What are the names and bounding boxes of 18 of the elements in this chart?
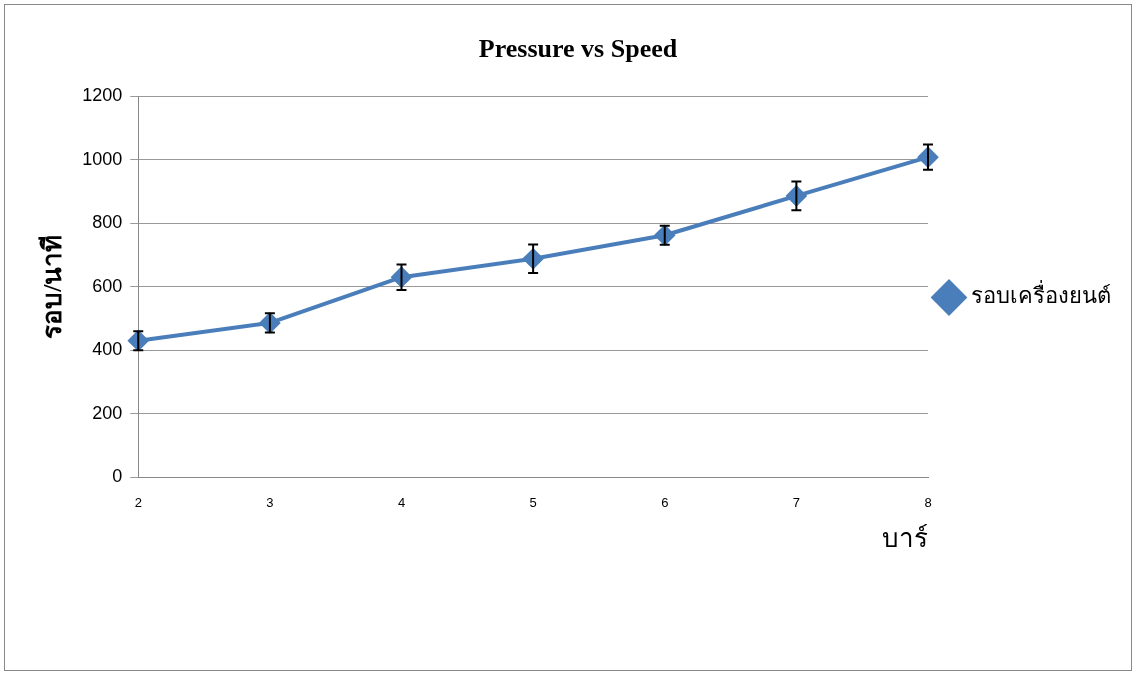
y-tick-label: 0 bbox=[112, 466, 123, 487]
chart-title: Pressure vs Speed bbox=[478, 34, 678, 64]
x-tick-label: 4 bbox=[397, 494, 406, 510]
y-tick-label: 1200 bbox=[82, 85, 123, 106]
x-axis-title: บาร์ bbox=[882, 524, 928, 554]
x-tick-label: 3 bbox=[266, 494, 274, 510]
x-tick-label: 8 bbox=[924, 494, 932, 510]
y-tick-label: 1000 bbox=[82, 148, 123, 169]
x-tick-label: 5 bbox=[529, 494, 537, 510]
y-tick-label: 200 bbox=[92, 402, 123, 423]
x-tick-label: 7 bbox=[792, 494, 800, 510]
y-tick-label: 400 bbox=[92, 339, 123, 360]
legend-label: รอบเครื่องยนต์ bbox=[971, 280, 1111, 309]
y-axis-title: รอบ/นาที bbox=[38, 234, 68, 339]
y-tick-label: 800 bbox=[92, 212, 123, 233]
y-tick-label: 600 bbox=[92, 275, 123, 296]
x-tick-label: 2 bbox=[134, 494, 142, 510]
x-tick-label: 6 bbox=[661, 494, 669, 510]
